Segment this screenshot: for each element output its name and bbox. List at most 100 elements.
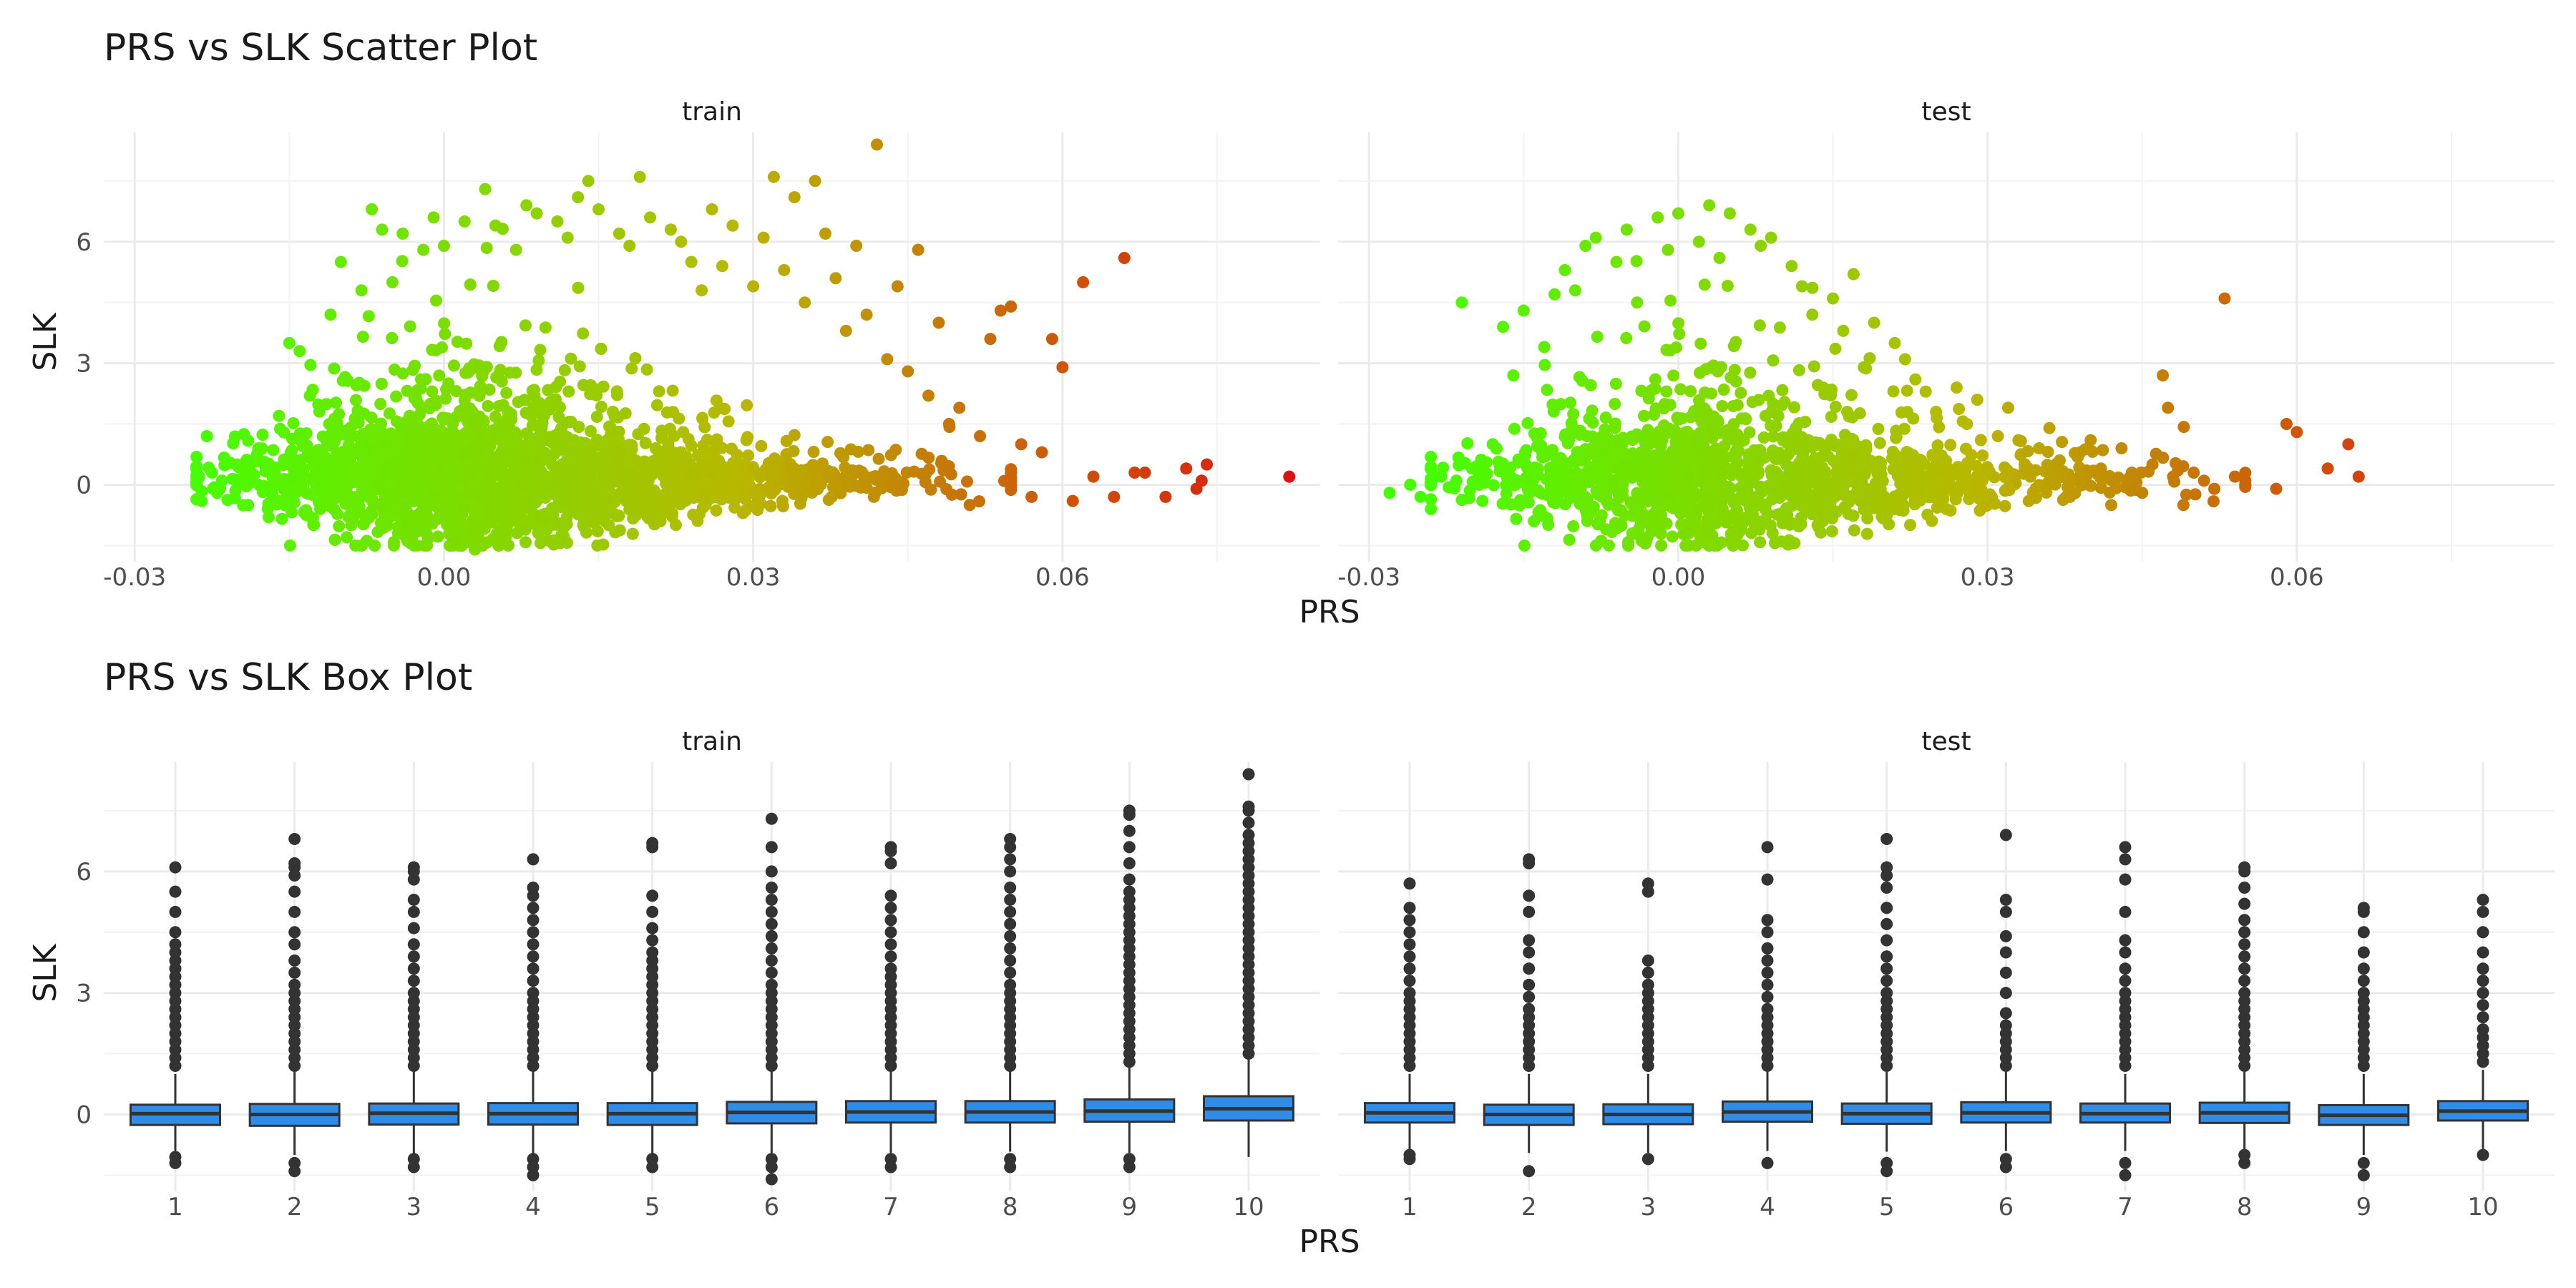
scatter-point-cloud	[1863, 494, 1876, 507]
box-outlier	[1403, 914, 1416, 927]
scatter-point-cloud	[411, 436, 424, 449]
scatter-point-cloud	[572, 281, 585, 294]
scatter-point	[1827, 292, 1840, 305]
scatter-point-cloud	[1949, 493, 1962, 506]
scatter-point-cloud	[1838, 501, 1851, 514]
scatter-point-cloud	[503, 474, 516, 487]
scatter-point-cloud	[1521, 460, 1533, 473]
x-tick-label: 0.00	[1652, 563, 1706, 592]
scatter-point	[263, 511, 275, 524]
scatter-point-cloud	[1873, 455, 1885, 468]
scatter-point-cloud	[1709, 425, 1722, 438]
box-outlier	[884, 902, 897, 914]
scatter-point-cloud	[1558, 431, 1571, 444]
scatter-point-cloud	[380, 438, 393, 451]
box-outlier	[2357, 902, 2370, 914]
scatter-point-cloud	[1614, 438, 1627, 451]
box-outlier	[765, 905, 778, 918]
scatter-point-cloud	[1701, 499, 1714, 512]
scatter-point-cloud	[1522, 483, 1535, 496]
scatter-point-cloud	[1762, 389, 1775, 402]
scatter-point-cloud	[2084, 479, 2097, 492]
scatter-point-cloud	[1702, 539, 1715, 552]
x-tick-label: 1	[167, 1193, 183, 1221]
scatter-point	[613, 228, 625, 240]
x-tick-label: -0.03	[1337, 563, 1400, 592]
scatter-point	[376, 223, 389, 236]
scatter-point-cloud	[302, 487, 315, 500]
box-outlier	[2357, 946, 2370, 959]
scatter-point-cloud	[638, 455, 651, 468]
scatter-point-cloud	[1684, 385, 1697, 398]
box-outlier	[1761, 990, 1774, 1003]
scatter-point	[778, 263, 791, 276]
scatter-point-cloud	[1704, 387, 1717, 400]
y-tick-label: 0	[76, 1101, 92, 1129]
scatter-point-cloud	[404, 537, 417, 550]
scatter-point-cloud	[1425, 450, 1438, 463]
scatter-point-cloud	[1538, 358, 1551, 371]
scatter-point-cloud	[2057, 464, 2069, 477]
scatter-point	[1414, 490, 1427, 503]
scatter-point-cloud	[844, 443, 857, 456]
box-outlier	[1641, 954, 1654, 967]
scatter-point-cloud	[238, 469, 251, 482]
x-tick-label: 2	[287, 1193, 303, 1221]
scatter-point-cloud	[565, 415, 577, 428]
scatter-point	[1128, 466, 1141, 479]
x-tick-label: 10	[1233, 1193, 1264, 1221]
scatter-point-cloud	[741, 399, 753, 411]
scatter-point-cloud	[333, 519, 346, 532]
scatter-point-cloud	[1679, 539, 1692, 552]
box-outlier	[2477, 905, 2489, 918]
scatter-point	[1806, 308, 1819, 321]
x-tick-label: 0.03	[1961, 563, 2015, 592]
scatter-point-cloud	[482, 400, 494, 413]
scatter-point-cloud	[2041, 459, 2054, 472]
box-outlier	[1999, 1019, 2012, 1032]
scatter-point-cloud	[349, 507, 362, 520]
scatter-point-cloud	[1753, 523, 1766, 536]
scatter-point-cloud	[426, 343, 439, 356]
box-outlier	[2238, 938, 2251, 951]
scatter-point-cloud	[1660, 385, 1673, 398]
scatter-point-cloud	[607, 436, 620, 449]
scatter-point-cloud	[1667, 369, 1680, 382]
scatter-point-cloud	[480, 242, 493, 255]
scatter-point-cloud	[2177, 460, 2190, 473]
scatter-point-cloud	[518, 454, 531, 467]
scatter-point-cloud	[742, 472, 755, 484]
scatter-point-cloud	[267, 444, 280, 457]
box-outlier	[1004, 930, 1017, 942]
scatter-point-cloud	[1487, 479, 1500, 492]
scatter-point	[1497, 321, 1510, 333]
scatter-point-cloud	[1626, 434, 1639, 447]
box-outlier	[1641, 1153, 1654, 1166]
box-outlier	[1004, 954, 1017, 967]
scatter-point-cloud	[1689, 539, 1702, 552]
box-outlier	[527, 962, 540, 975]
scatter-point-cloud	[1700, 406, 1713, 419]
scatter-point	[2084, 434, 2097, 447]
scatter-point-cloud	[1635, 384, 1648, 397]
scatter-point-cloud	[293, 427, 306, 440]
scatter-point-cloud	[1732, 492, 1745, 505]
scatter-point-cloud	[504, 512, 517, 525]
box-outlier	[407, 987, 420, 1000]
scatter-point-cloud	[1961, 457, 1974, 469]
scatter-point-cloud	[404, 320, 416, 333]
box-outlier	[2238, 987, 2251, 1000]
scatter-point-cloud	[539, 507, 552, 520]
scatter-point-cloud	[390, 390, 403, 403]
scatter-point-cloud	[2064, 477, 2077, 490]
scatter-point	[366, 203, 379, 216]
scatter-point-cloud	[409, 359, 421, 372]
scatter-point	[1930, 406, 1943, 419]
scatter-point-cloud	[2207, 495, 2220, 508]
scatter-point-cloud	[590, 389, 603, 401]
scatter-point	[1025, 490, 1038, 503]
scatter-point-cloud	[541, 399, 554, 411]
box-outlier	[1004, 865, 1017, 878]
scatter-point-cloud	[492, 399, 505, 412]
box-outlier	[407, 893, 420, 906]
